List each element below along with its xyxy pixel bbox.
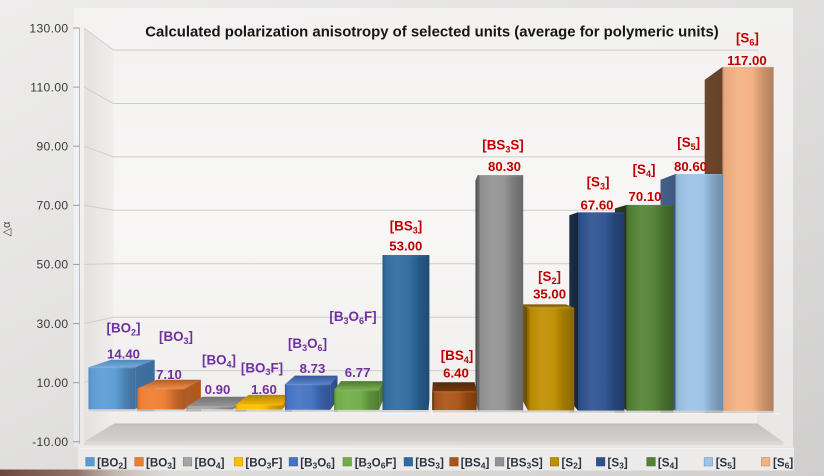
svg-text:[BS4​]: [BS4​] xyxy=(461,456,490,470)
svg-text:[BS3​S]: [BS3​S] xyxy=(507,456,543,470)
svg-text:[BO4​]: [BO4​] xyxy=(202,353,236,370)
svg-text:117.00: 117.00 xyxy=(727,53,767,68)
svg-text:△α: △α xyxy=(1,221,13,236)
svg-text:130.00: 130.00 xyxy=(29,21,68,35)
svg-text:[S3​]: [S3​] xyxy=(587,175,610,192)
svg-text:[B3​O6​]: [B3​O6​] xyxy=(288,336,327,353)
svg-text:70.00: 70.00 xyxy=(36,199,68,213)
svg-text:[BS3​]: [BS3​] xyxy=(415,456,444,470)
svg-text:[BO2​]: [BO2​] xyxy=(97,456,127,470)
svg-text:67.60: 67.60 xyxy=(580,197,613,212)
svg-text:[BS3​]: [BS3​] xyxy=(390,219,423,236)
svg-text:[S4​]: [S4​] xyxy=(633,162,656,179)
svg-text:[BO3​F]: [BO3​F] xyxy=(241,360,283,377)
svg-text:110.00: 110.00 xyxy=(30,80,68,94)
svg-text:80.60: 80.60 xyxy=(674,159,707,174)
svg-text:[BO3​]: [BO3​] xyxy=(146,456,176,470)
svg-text:10.00: 10.00 xyxy=(36,376,68,390)
svg-text:[BO2​]: [BO2​] xyxy=(106,321,140,338)
svg-text:[B3​O6​F]: [B3​O6​F] xyxy=(355,456,397,470)
svg-text:[S6​]: [S6​] xyxy=(773,456,793,470)
svg-text:[S3​]: [S3​] xyxy=(608,456,628,470)
svg-text:14.40: 14.40 xyxy=(107,347,140,362)
svg-text:1.60: 1.60 xyxy=(251,382,277,397)
svg-text:[B3​O6​]: [B3​O6​] xyxy=(300,456,335,470)
svg-text:80.30: 80.30 xyxy=(488,159,521,174)
svg-text:[S5​]: [S5​] xyxy=(716,456,736,470)
svg-text:53.00: 53.00 xyxy=(389,238,422,253)
svg-text:35.00: 35.00 xyxy=(533,287,566,302)
svg-text:-10.00: -10.00 xyxy=(32,435,68,449)
svg-text:[BO4​]: [BO4​] xyxy=(195,456,225,470)
svg-text:0.90: 0.90 xyxy=(205,382,231,397)
svg-text:[BS3​S]: [BS3​S] xyxy=(482,138,523,155)
svg-text:70.10: 70.10 xyxy=(628,189,661,204)
svg-text:90.00: 90.00 xyxy=(36,140,68,154)
svg-text:[S6​]: [S6​] xyxy=(736,31,759,48)
svg-text:Calculated polarization anisot: Calculated polarization anisotropy of se… xyxy=(145,24,718,40)
svg-text:30.00: 30.00 xyxy=(36,317,68,331)
svg-text:[B3​O6​F]: [B3​O6​F] xyxy=(329,309,376,326)
svg-text:[BO3​]: [BO3​] xyxy=(159,329,193,346)
svg-text:[S4​]: [S4​] xyxy=(658,456,678,470)
svg-text:[S2​]: [S2​] xyxy=(538,269,561,286)
svg-text:50.00: 50.00 xyxy=(36,258,68,272)
svg-text:6.40: 6.40 xyxy=(443,366,469,381)
svg-text:6.77: 6.77 xyxy=(345,365,371,380)
svg-text:8.73: 8.73 xyxy=(300,361,326,376)
svg-text:[S5​]: [S5​] xyxy=(677,135,700,152)
svg-text:7.10: 7.10 xyxy=(156,367,182,382)
svg-text:[S2​]: [S2​] xyxy=(562,456,582,470)
svg-text:[BS4​]: [BS4​] xyxy=(441,348,474,365)
svg-text:[BO3​F]: [BO3​F] xyxy=(245,456,282,470)
